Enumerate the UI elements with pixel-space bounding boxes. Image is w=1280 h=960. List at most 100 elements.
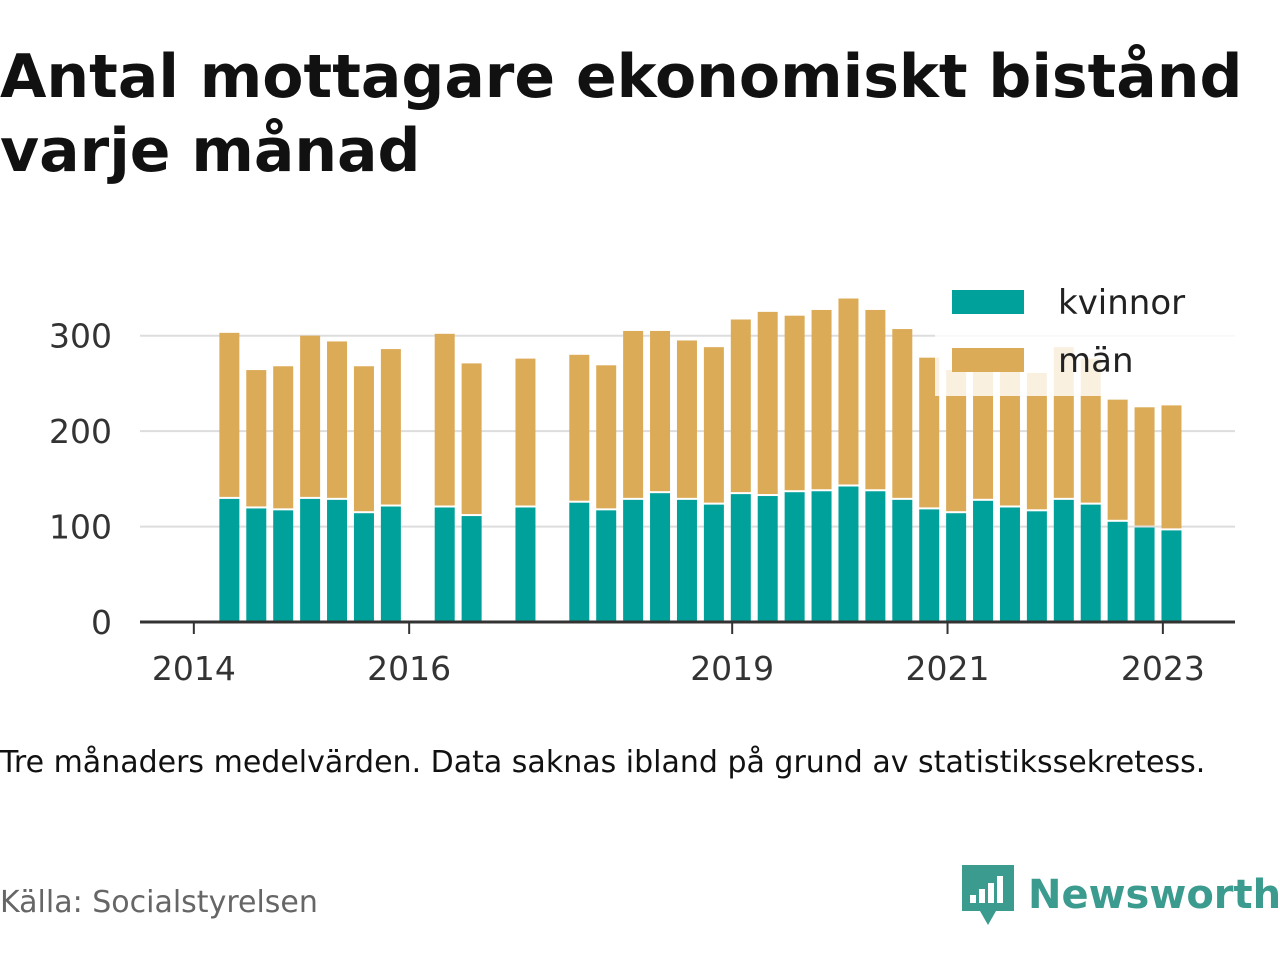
bar-man	[1134, 407, 1155, 526]
bar-stack	[811, 309, 832, 622]
bar-kvinnor	[219, 498, 240, 622]
y-axis: 0 100 200 300	[49, 317, 112, 642]
bar-stack	[434, 333, 455, 622]
bar-kvinnor	[273, 510, 294, 622]
newsworthy-logo-icon	[962, 865, 1014, 925]
brand-name: Newsworthy	[1028, 872, 1280, 918]
bar-kvinnor	[1107, 521, 1128, 622]
x-tick-label: 2014	[152, 649, 236, 688]
y-tick-label: 300	[49, 317, 112, 356]
bar-kvinnor	[730, 494, 751, 622]
bar-stack	[353, 366, 374, 622]
bar-kvinnor	[838, 486, 859, 622]
bar-kvinnor	[650, 493, 671, 622]
y-tick-label: 100	[49, 508, 112, 547]
bar-man	[703, 347, 724, 503]
bar-man	[811, 309, 832, 490]
bar-kvinnor	[919, 509, 940, 622]
bar-stack	[327, 341, 348, 622]
bar-man	[892, 329, 913, 498]
bar-stack	[999, 369, 1020, 622]
bar-kvinnor	[623, 499, 644, 622]
bar-kvinnor	[892, 499, 913, 622]
x-tick-label: 2019	[690, 649, 774, 688]
bar-kvinnor	[353, 513, 374, 622]
bar-kvinnor	[246, 508, 267, 622]
y-tick-label: 0	[91, 603, 112, 642]
newsworthy-brand[interactable]: Newsworthy	[962, 862, 1280, 928]
bar-stack	[1080, 358, 1101, 622]
bar-stack	[946, 370, 967, 622]
bar-man	[219, 332, 240, 497]
legend-swatch-kvinnor	[952, 290, 1024, 314]
legend-label-man: män	[1058, 341, 1134, 381]
bar-kvinnor	[1161, 530, 1182, 622]
bar-kvinnor	[811, 491, 832, 622]
bar-stack	[246, 370, 267, 622]
bar-man	[273, 366, 294, 509]
bar-man	[757, 311, 778, 495]
legend: kvinnor män	[935, 278, 1235, 396]
bar-stack	[1107, 399, 1128, 622]
bar-man	[1107, 399, 1128, 520]
bar-stack	[219, 332, 240, 622]
source-credit: Källa: Socialstyrelsen	[0, 885, 318, 920]
bar-man	[919, 357, 940, 508]
legend-swatch-man	[952, 348, 1024, 372]
bar-man	[327, 341, 348, 498]
bar-man	[461, 363, 482, 515]
bar-man	[246, 370, 267, 507]
bar-kvinnor	[1026, 511, 1047, 622]
x-axis: 2014 2016 2019 2021 2023	[140, 620, 1235, 688]
bar-stack	[676, 340, 697, 622]
x-tick-label: 2021	[906, 649, 990, 688]
bar-kvinnor	[327, 499, 348, 622]
chart-title: Antal mottagare ekonomiskt bistånd varje…	[0, 42, 1243, 186]
bar-stack	[1161, 405, 1182, 622]
bar-kvinnor	[973, 500, 994, 622]
bar-man	[300, 335, 321, 497]
bar-kvinnor	[515, 507, 536, 622]
bar-man	[973, 367, 994, 499]
bar-man	[999, 369, 1020, 506]
bar-stack	[919, 357, 940, 622]
bar-kvinnor	[461, 516, 482, 622]
bar-kvinnor	[569, 502, 590, 622]
bar-man	[515, 358, 536, 506]
bar-stack	[273, 366, 294, 622]
bar-stack	[703, 347, 724, 622]
y-tick-label: 200	[49, 412, 112, 451]
bar-stack	[650, 330, 671, 622]
bar-stack	[973, 367, 994, 622]
bar-man	[1161, 405, 1182, 529]
bar-kvinnor	[1053, 499, 1074, 622]
bar-stack	[1134, 407, 1155, 622]
bar-kvinnor	[999, 507, 1020, 622]
bar-kvinnor	[784, 492, 805, 622]
bar-man	[784, 315, 805, 491]
bar-man	[596, 365, 617, 509]
bar-man	[353, 366, 374, 512]
bar-man	[865, 309, 886, 490]
legend-label-kvinnor: kvinnor	[1058, 283, 1185, 323]
bar-kvinnor	[434, 507, 455, 622]
bar-stack	[1026, 372, 1047, 622]
bar-stack	[623, 330, 644, 622]
bar-kvinnor	[300, 498, 321, 622]
bar-stack	[757, 311, 778, 622]
bar-kvinnor	[946, 513, 967, 622]
bar-stack	[300, 335, 321, 622]
bar-stack	[730, 319, 751, 622]
chart-note: Tre månaders medelvärden. Data saknas ib…	[0, 745, 1206, 780]
bar-kvinnor	[596, 510, 617, 622]
bar-kvinnor	[676, 499, 697, 622]
x-tick-label: 2016	[367, 649, 451, 688]
bar-man	[730, 319, 751, 493]
bar-man	[946, 370, 967, 512]
bar-kvinnor	[757, 496, 778, 622]
bar-stack	[380, 349, 401, 622]
bar-man	[650, 330, 671, 492]
bar-stack	[892, 329, 913, 622]
x-tick-label: 2023	[1121, 649, 1205, 688]
bar-man	[380, 349, 401, 505]
